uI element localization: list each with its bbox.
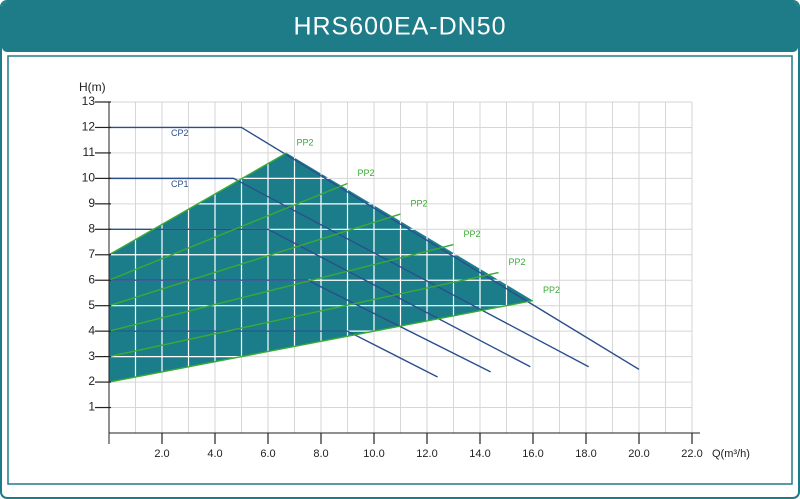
curve-label: PP2	[297, 137, 314, 147]
chart-title: HRS600EA-DN50	[293, 13, 506, 41]
curve-label: PP2	[358, 168, 375, 178]
curve-label: PP2	[411, 198, 428, 208]
y-tick-label: 5	[88, 298, 95, 312]
y-tick-label: 4	[88, 323, 95, 337]
curve	[108, 152, 287, 256]
y-tick-label: 11	[83, 145, 96, 159]
curve	[108, 182, 348, 281]
x-tick-label: 8.0	[313, 448, 328, 460]
y-tick-label: 10	[82, 171, 96, 185]
curve	[109, 279, 491, 373]
curve-label: CP2	[171, 128, 189, 138]
curve	[109, 228, 531, 368]
y-tick-label: 12	[82, 120, 96, 134]
y-tick-label: 13	[82, 94, 96, 108]
x-tick-label: 2.0	[154, 448, 169, 460]
curve-label: CP1	[171, 179, 189, 189]
curve	[109, 330, 438, 378]
curve	[108, 271, 499, 358]
curve-label: PP2	[543, 285, 560, 295]
curve	[108, 213, 401, 307]
curve-label: PP2	[464, 229, 481, 239]
x-axis-label: Q(m³/h)	[712, 448, 750, 460]
panel	[7, 55, 793, 485]
x-tick-label: 16.0	[522, 448, 543, 460]
y-tick-label: 9	[88, 196, 95, 210]
y-tick-label: 6	[88, 272, 95, 286]
curve-label: PP2	[509, 257, 526, 267]
curve	[108, 299, 534, 383]
x-tick-label: 12.0	[416, 448, 437, 460]
curve	[109, 126, 640, 370]
x-tick-label: 4.0	[207, 448, 222, 460]
header-band	[2, 2, 798, 52]
x-tick-label: 18.0	[575, 448, 596, 460]
x-tick-label: 14.0	[469, 448, 490, 460]
x-tick-label: 20.0	[628, 448, 649, 460]
x-tick-label: 6.0	[260, 448, 275, 460]
y-tick-label: 3	[88, 349, 95, 363]
y-axis-label: H(m)	[79, 80, 106, 94]
y-tick-label: 8	[88, 221, 95, 235]
curve	[108, 243, 454, 332]
curve	[109, 177, 589, 368]
y-tick-label: 1	[88, 400, 95, 414]
y-tick-label: 2	[88, 374, 95, 388]
y-tick-label: 7	[88, 247, 95, 261]
x-tick-label: 22.0	[681, 448, 702, 460]
x-tick-label: 10.0	[363, 448, 384, 460]
